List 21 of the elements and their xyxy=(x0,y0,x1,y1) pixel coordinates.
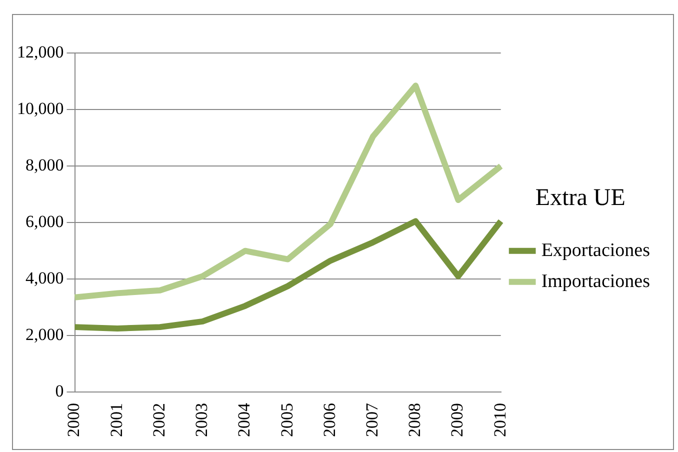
x-tick-label: 2008 xyxy=(405,403,424,437)
legend-label: Exportaciones xyxy=(541,240,650,261)
x-tick-label: 2002 xyxy=(149,403,168,437)
y-tick-label: 6,000 xyxy=(26,212,64,232)
x-tick-label: 2010 xyxy=(490,403,510,437)
x-tick-label: 2009 xyxy=(448,403,467,437)
legend-label: Importaciones xyxy=(541,270,650,292)
y-tick-label: 10,000 xyxy=(17,99,64,118)
x-tick-label: 2001 xyxy=(106,403,126,437)
x-tick-label: 2000 xyxy=(64,403,84,437)
legend-title: Extra UE xyxy=(535,184,626,211)
x-tick-label: 2005 xyxy=(277,403,296,437)
y-tick-label: 8,000 xyxy=(26,156,64,175)
y-tick-label: 0 xyxy=(55,381,64,400)
x-tick-label: 2006 xyxy=(320,403,339,437)
x-tick-label: 2007 xyxy=(362,402,382,437)
x-tick-label: 2004 xyxy=(234,402,254,437)
y-tick-label: 2,000 xyxy=(26,325,64,344)
x-tick-label: 2003 xyxy=(192,403,212,437)
y-tick-label: 4,000 xyxy=(26,268,64,288)
y-tick-label: 12,000 xyxy=(17,42,64,62)
